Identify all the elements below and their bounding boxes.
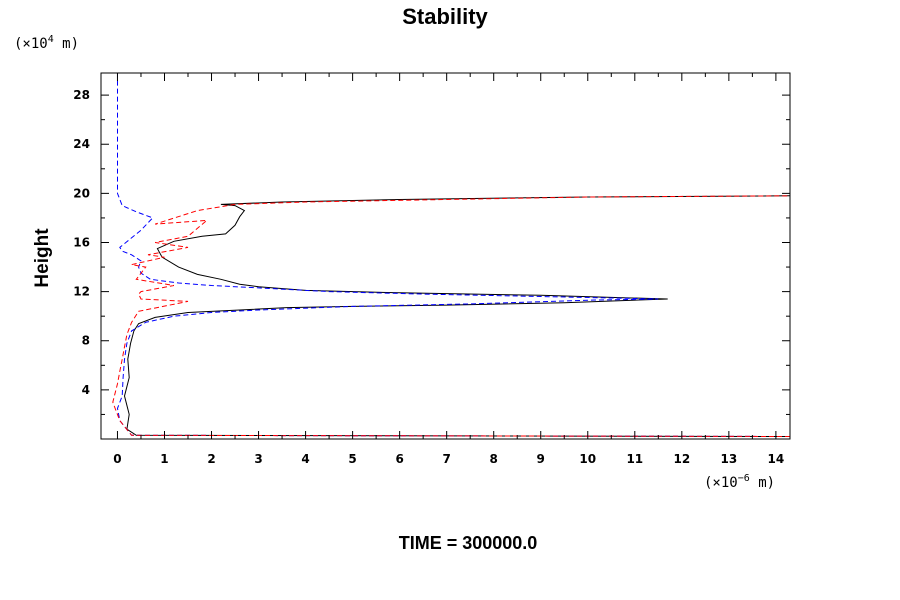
x-tick-label: 1 <box>160 452 168 466</box>
y-tick-label: 24 <box>73 137 90 151</box>
x-axis-unit: (×10−6 m) <box>704 473 775 491</box>
y-tick-label: 28 <box>73 88 90 102</box>
x-tick-label: 9 <box>537 452 545 466</box>
chart-title: Stability <box>402 4 488 29</box>
x-tick-label: 14 <box>768 452 785 466</box>
plot-frame <box>100 72 791 440</box>
series-layer <box>112 73 791 437</box>
series-line-2 <box>116 73 791 437</box>
y-tick-label: 16 <box>73 235 90 249</box>
series-line-3 <box>112 195 791 437</box>
x-tick-label: 13 <box>721 452 738 466</box>
series-line-1 <box>123 195 791 437</box>
x-tick-label: 12 <box>673 452 690 466</box>
x-tick-label: 0 <box>113 452 121 466</box>
y-tick-label: 12 <box>73 285 90 299</box>
x-tick-label: 6 <box>395 452 403 466</box>
y-tick-label: 8 <box>82 334 90 348</box>
y-axis-label: Height <box>32 228 53 288</box>
x-tick-label: 8 <box>490 452 498 466</box>
x-tick-label: 4 <box>301 452 309 466</box>
y-axis-unit: (×104 m) <box>14 34 79 52</box>
y-tick-label: 4 <box>82 383 90 397</box>
x-tick-label: 11 <box>626 452 643 466</box>
x-tick-label: 10 <box>579 452 596 466</box>
time-footer: TIME = 300000.0 <box>399 533 538 553</box>
x-tick-label: 2 <box>207 452 215 466</box>
x-tick-label: 7 <box>442 452 450 466</box>
y-tick-label: 20 <box>73 186 90 200</box>
x-tick-label: 5 <box>348 452 356 466</box>
x-tick-label: 3 <box>254 452 262 466</box>
